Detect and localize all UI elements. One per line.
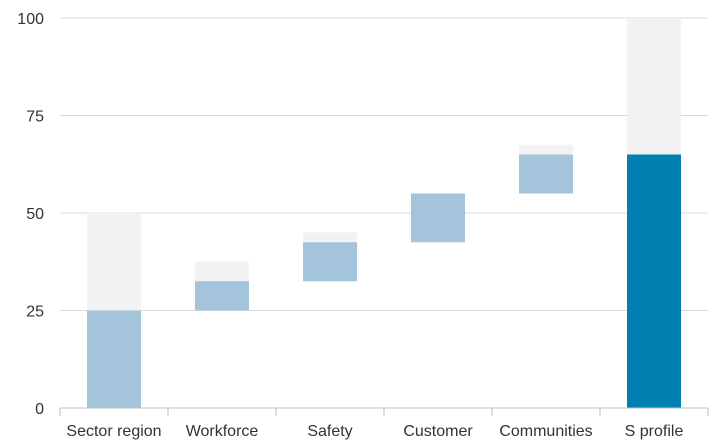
grid-lines xyxy=(60,17,708,311)
x-axis xyxy=(59,407,709,416)
y-tick-label: 25 xyxy=(26,304,44,321)
y-tick-label: 100 xyxy=(17,11,44,28)
bar-total xyxy=(627,154,681,408)
bar-value xyxy=(519,154,573,194)
bars xyxy=(87,18,681,408)
x-category-label: Customer xyxy=(403,423,473,440)
y-tick-label: 50 xyxy=(26,206,44,223)
bar-value xyxy=(411,193,465,243)
bar-potential xyxy=(303,232,357,243)
bar-value xyxy=(303,242,357,282)
bar-value xyxy=(195,281,249,311)
bar-potential xyxy=(627,18,681,155)
x-category-label: Sector region xyxy=(66,423,161,440)
x-category-label: Workforce xyxy=(186,423,259,440)
x-axis-category-labels: Sector region Workforce Safety Customer Comm… xyxy=(66,423,683,440)
x-category-label: Communities xyxy=(499,423,592,440)
bar-potential xyxy=(87,213,141,311)
x-category-label: S profile xyxy=(625,423,684,440)
bar-value xyxy=(87,310,141,408)
y-axis-tick-labels: 0 25 50 75 100 xyxy=(17,11,44,418)
y-tick-label: 0 xyxy=(35,401,44,418)
bar-potential xyxy=(195,261,249,282)
bar-potential xyxy=(519,144,573,155)
x-category-label: Safety xyxy=(307,423,352,440)
y-tick-label: 75 xyxy=(26,109,44,126)
